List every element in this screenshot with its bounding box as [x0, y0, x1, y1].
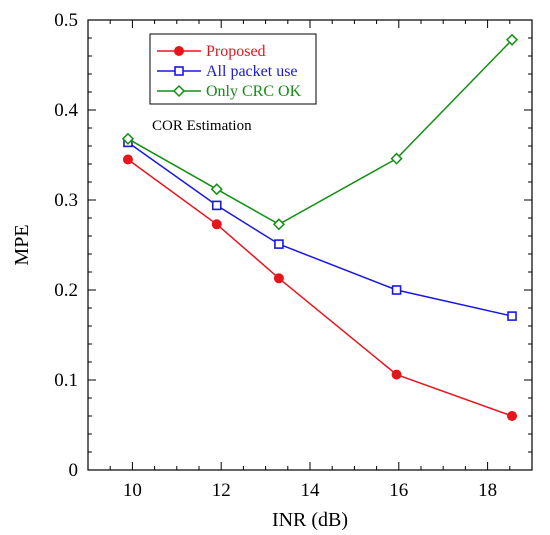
legend-marker: [172, 84, 186, 98]
data-point: [507, 311, 517, 321]
x-tick-label: 12: [212, 480, 231, 501]
y-tick-label: 0.4: [54, 100, 78, 121]
data-point: [210, 183, 223, 196]
series-line: [127, 158, 513, 417]
data-point: [273, 273, 284, 284]
y-tick-label: 0: [69, 460, 79, 481]
x-axis-title: INR (dB): [272, 509, 348, 531]
legend-item: All packet use: [157, 63, 298, 80]
legend-label: Only CRC OK: [206, 83, 302, 100]
data-point: [211, 200, 222, 211]
legend-marker: [174, 66, 184, 76]
series-line: [127, 141, 513, 317]
x-tick-label: 18: [478, 480, 497, 501]
series-0: [122, 154, 518, 421]
x-tick-label: 10: [123, 480, 142, 501]
legend-marker: [174, 46, 184, 56]
series-layer: [121, 33, 519, 421]
axis-ticks: [87, 19, 533, 471]
legend-label: Proposed: [206, 43, 266, 60]
data-point: [505, 33, 519, 46]
y-tick-label: 0.1: [54, 370, 78, 391]
y-tick-label: 0.2: [54, 280, 78, 301]
series-2: [121, 33, 519, 231]
series-1: [123, 137, 517, 321]
y-tick-label: 0.5: [54, 10, 78, 31]
data-point: [122, 154, 133, 165]
data-point: [391, 285, 402, 295]
x-tick-label: 14: [301, 480, 321, 501]
data-point: [211, 219, 222, 230]
legend-item: Proposed: [157, 43, 266, 60]
y-axis-title: MPE: [11, 224, 33, 265]
annotation-text: COR Estimation: [152, 118, 252, 134]
legend: Proposed All packet use Only CRC OK: [149, 33, 317, 105]
y-tick-label: 0.3: [54, 190, 78, 211]
data-point: [272, 218, 285, 231]
x-tick-label: 16: [389, 480, 408, 501]
data-point: [274, 239, 284, 249]
data-point: [507, 411, 518, 421]
axis-tick-labels: 10 12 14 16 18 0 0.1 0.2 0.3 0.4 0.5: [54, 10, 497, 501]
legend-item: Only CRC OK: [157, 83, 302, 100]
data-point: [390, 152, 403, 165]
legend-label: All packet use: [206, 63, 298, 80]
data-point: [391, 369, 402, 380]
data-point: [121, 132, 135, 145]
